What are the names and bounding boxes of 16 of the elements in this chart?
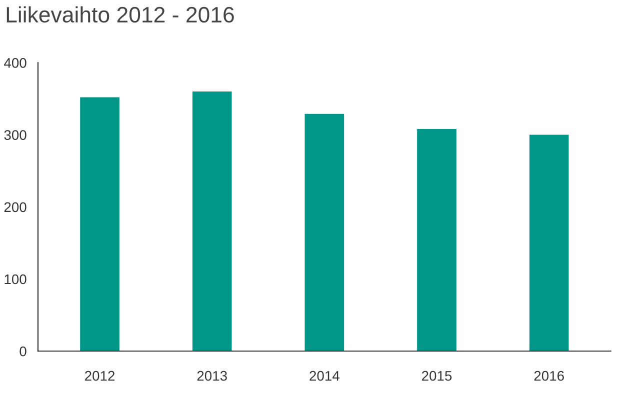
chart-title: Liikevaihto 2012 - 2016 xyxy=(6,6,234,23)
y-tick-label: 0 xyxy=(20,346,26,356)
bar xyxy=(417,129,456,352)
y-tick-label: 100 xyxy=(4,274,26,284)
x-tick-label: 2012 xyxy=(85,370,115,381)
bar xyxy=(304,114,344,352)
bar xyxy=(529,134,569,352)
x-tick-label: 2015 xyxy=(422,370,452,381)
x-tick-label: 2014 xyxy=(310,370,340,381)
bar xyxy=(192,92,232,352)
x-tick-label: 2016 xyxy=(534,370,564,381)
bar xyxy=(80,97,120,352)
y-tick-label: 200 xyxy=(4,202,26,212)
x-tick-label: 2013 xyxy=(197,370,227,381)
y-tick-label: 300 xyxy=(4,130,26,140)
y-tick-label: 400 xyxy=(4,58,26,68)
